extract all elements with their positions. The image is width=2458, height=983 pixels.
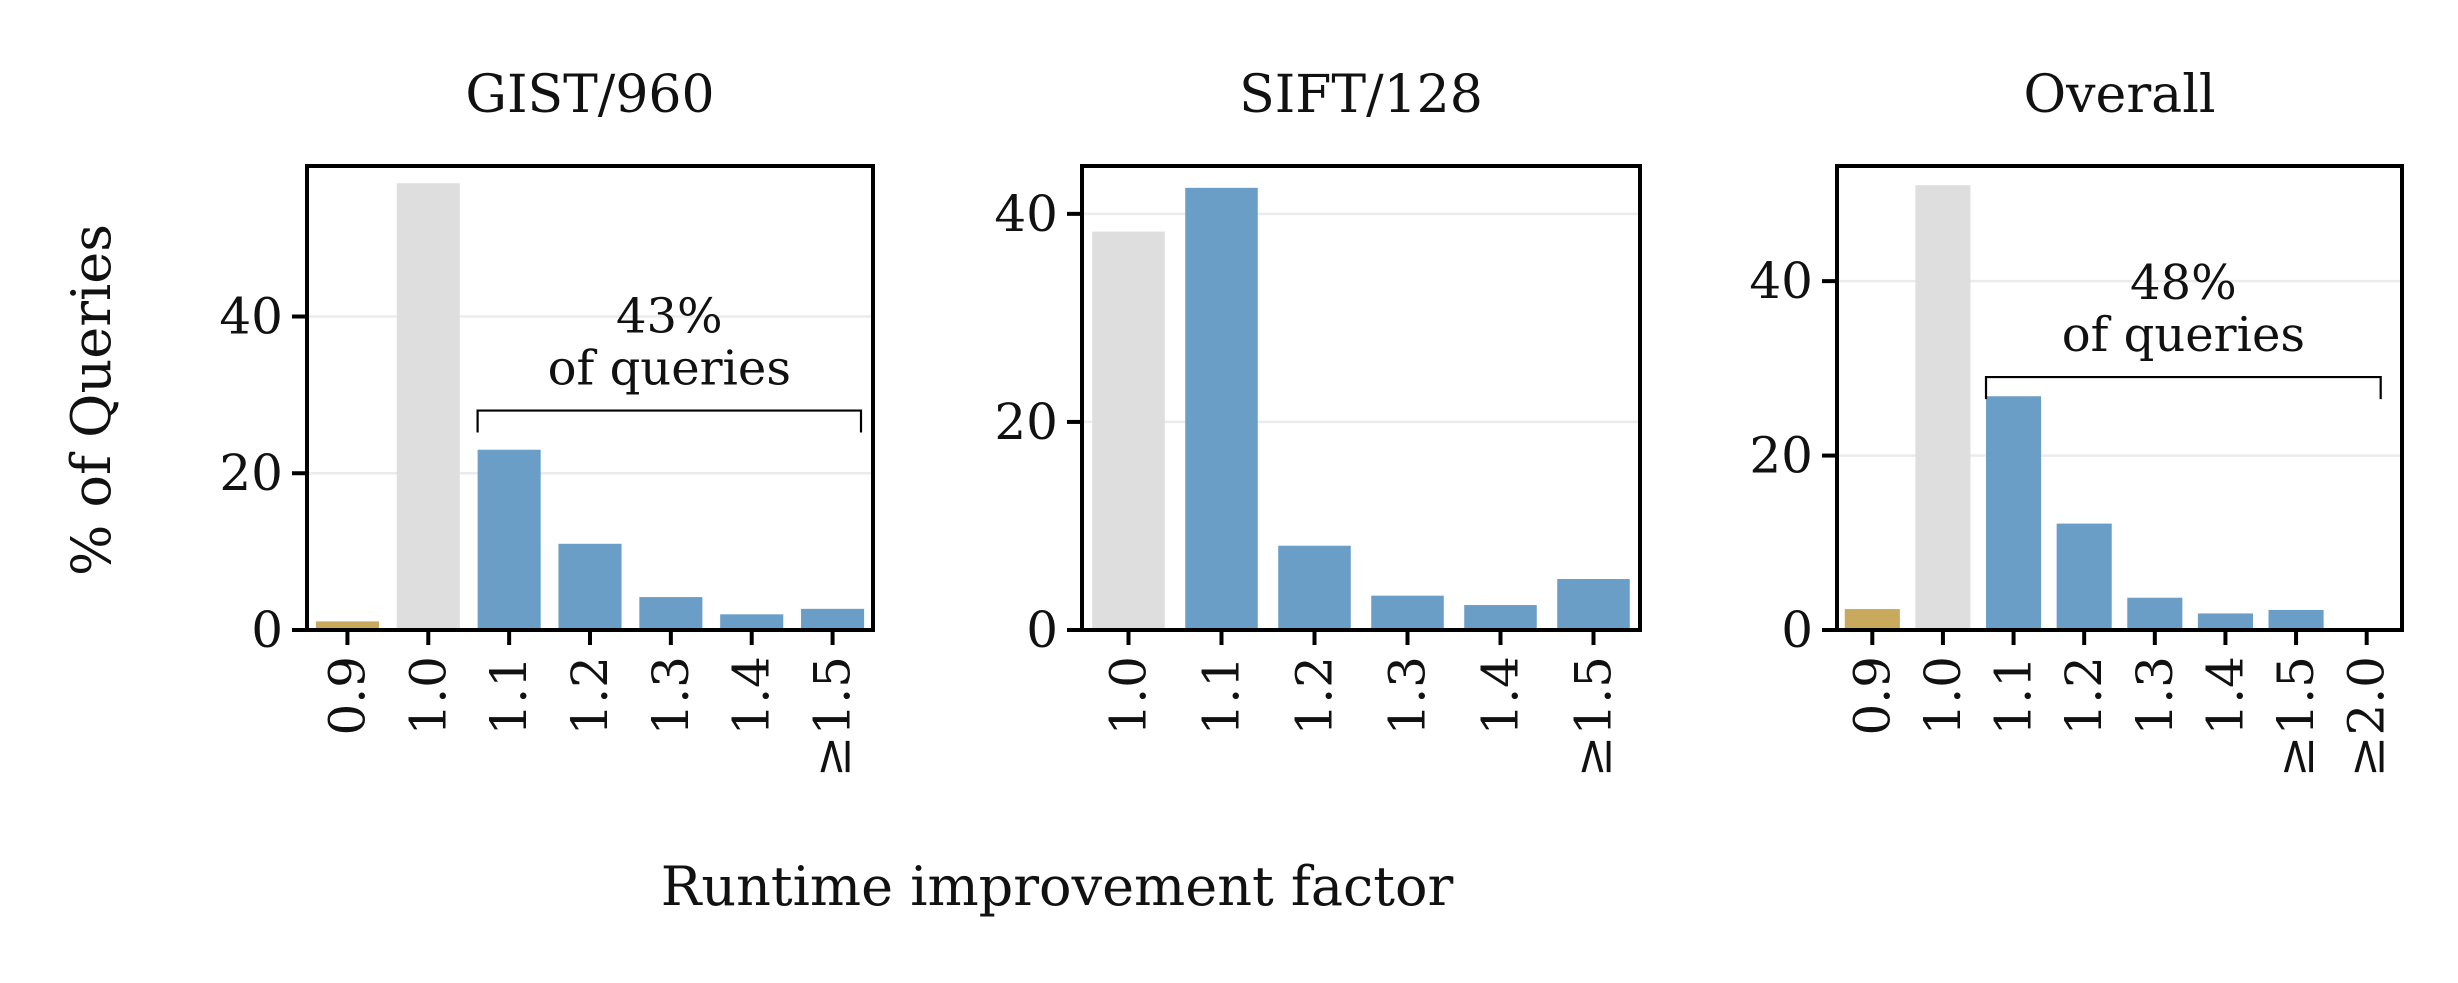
y-tick-label: 20: [219, 444, 283, 502]
x-tick-label: 1.2: [2055, 656, 2113, 736]
chart-panel: 0 20 40 1.0 1.1 1.2 1.3 1.4 ≥1.5 SIFT/128: [994, 65, 1642, 777]
y-tick-label: 0: [1781, 601, 1813, 659]
x-tick-label: 1.0: [399, 656, 457, 736]
x-tick-label: ≥1.5: [804, 656, 862, 777]
bar: [1371, 595, 1444, 630]
bar: [1278, 545, 1351, 630]
annotation-percent: 43%: [616, 289, 723, 345]
x-tick-label: 0.9: [318, 656, 376, 736]
bar: [639, 597, 703, 630]
y-tick-label: 40: [219, 287, 283, 345]
bar: [2268, 609, 2324, 630]
panel-title: SIFT/128: [1239, 65, 1483, 125]
x-tick-label: ≥2.0: [2338, 656, 2396, 777]
bar: [2056, 523, 2112, 630]
x-tick-label: 1.2: [561, 656, 619, 736]
bar: [1844, 609, 1900, 630]
y-tick-label: 0: [1026, 601, 1058, 659]
x-tick-label: 1.4: [2196, 656, 2254, 736]
bar: [1557, 579, 1630, 630]
annotation-text: of queries: [2062, 307, 2305, 363]
x-tick-label: ≥1.5: [2267, 656, 2325, 777]
x-axis-label: Runtime improvement factor: [661, 855, 1454, 918]
annotation-bracket: [1984, 375, 2382, 400]
x-tick-label: 1.0: [1100, 656, 1158, 736]
chart-panel: 0 20 40 0.9 1.0 1.1 1.2 1.3 1.4 ≥1.5 GIST/960 43%of…: [219, 65, 875, 777]
bar: [2127, 597, 2183, 630]
panel-title: GIST/960: [465, 65, 714, 125]
chart-panel: 0 20 40 0.9 1.0 1.1 1.2 1.3 1.4 ≥1.5 ≥2.0 Overall 48…: [1749, 65, 2404, 777]
y-tick-label: 40: [994, 185, 1058, 243]
x-tick-label: 1.3: [642, 656, 700, 736]
x-tick-label: 1.1: [1193, 656, 1251, 736]
bar: [801, 608, 865, 630]
bar: [2197, 613, 2253, 630]
x-tick-label: 1.4: [1472, 656, 1530, 736]
plot-frame: [1080, 164, 1642, 632]
x-tick-label: ≥1.5: [1565, 656, 1623, 777]
plot-frame: [1835, 164, 2404, 632]
bar: [396, 183, 460, 631]
x-tick-label: 1.1: [1985, 656, 2043, 736]
bar: [1464, 605, 1537, 630]
y-tick-label: 0: [251, 601, 283, 659]
y-tick-label: 20: [1749, 427, 1813, 485]
y-axis-label: % of Queries: [60, 224, 123, 576]
x-tick-label: 1.4: [723, 656, 781, 736]
bar: [1986, 396, 2042, 630]
x-tick-label: 1.1: [480, 656, 538, 736]
bar: [720, 614, 784, 630]
bar: [477, 449, 541, 630]
annotation-bracket: [476, 409, 863, 433]
x-tick-label: 1.3: [1379, 656, 1437, 736]
y-tick-label: 20: [994, 393, 1058, 451]
bar: [1915, 185, 1971, 630]
x-tick-label: 1.3: [2126, 656, 2184, 736]
annotation-percent: 48%: [2130, 255, 2237, 311]
bar: [1092, 231, 1165, 630]
bar: [315, 621, 379, 630]
x-tick-label: 0.9: [1843, 656, 1901, 736]
panel-title: Overall: [2024, 65, 2216, 125]
x-tick-label: 1.2: [1286, 656, 1344, 736]
x-tick-label: 1.0: [1914, 656, 1972, 736]
bar: [1185, 187, 1258, 630]
y-tick-label: 40: [1749, 252, 1813, 310]
annotation-text: of queries: [548, 341, 791, 397]
bar: [558, 543, 622, 630]
